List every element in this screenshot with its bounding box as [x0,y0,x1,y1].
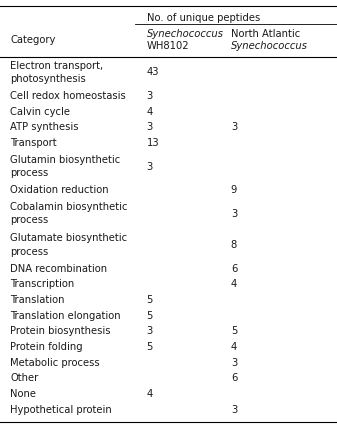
Text: process: process [10,168,49,178]
Text: Other: Other [10,373,38,383]
Text: process: process [10,215,49,225]
Text: Protein folding: Protein folding [10,342,83,352]
Text: 8: 8 [231,240,237,250]
Text: Metabolic process: Metabolic process [10,358,100,368]
Text: Electron transport,: Electron transport, [10,61,103,71]
Text: Transport: Transport [10,138,57,148]
Text: DNA recombination: DNA recombination [10,264,107,273]
Text: 3: 3 [147,123,153,132]
Text: 6: 6 [231,264,237,273]
Text: Glutamate biosynthetic: Glutamate biosynthetic [10,233,127,243]
Text: 3: 3 [147,326,153,336]
Text: Category: Category [10,35,56,46]
Text: photosynthesis: photosynthesis [10,74,86,84]
Text: 5: 5 [231,326,237,336]
Text: None: None [10,389,36,399]
Text: 9: 9 [231,185,237,195]
Text: 4: 4 [231,279,237,289]
Text: Hypothetical protein: Hypothetical protein [10,405,112,415]
Text: 3: 3 [231,405,237,415]
Text: Translation: Translation [10,295,65,305]
Text: 3: 3 [231,123,237,132]
Text: 13: 13 [147,138,159,148]
Text: 4: 4 [231,342,237,352]
Text: Protein biosynthesis: Protein biosynthesis [10,326,111,336]
Text: ATP synthesis: ATP synthesis [10,123,79,132]
Text: Synechococcus: Synechococcus [231,41,308,51]
Text: Cell redox homeostasis: Cell redox homeostasis [10,91,126,101]
Text: No. of unique peptides: No. of unique peptides [147,13,260,23]
Text: WH8102: WH8102 [147,41,189,51]
Text: 3: 3 [231,358,237,368]
Text: 5: 5 [147,295,153,305]
Text: 5: 5 [147,310,153,321]
Text: Oxidation reduction: Oxidation reduction [10,185,109,195]
Text: Translation elongation: Translation elongation [10,310,121,321]
Text: 4: 4 [147,389,153,399]
Text: Glutamin biosynthetic: Glutamin biosynthetic [10,155,120,165]
Text: Cobalamin biosynthetic: Cobalamin biosynthetic [10,202,128,212]
Text: 6: 6 [231,373,237,383]
Text: Transcription: Transcription [10,279,74,289]
Text: North Atlantic: North Atlantic [231,29,300,40]
Text: 43: 43 [147,68,159,77]
Text: process: process [10,246,49,257]
Text: 3: 3 [231,209,237,218]
Text: Synechococcus: Synechococcus [147,29,223,40]
Text: 4: 4 [147,107,153,117]
Text: 3: 3 [147,91,153,101]
Text: 3: 3 [147,162,153,172]
Text: 5: 5 [147,342,153,352]
Text: Calvin cycle: Calvin cycle [10,107,70,117]
